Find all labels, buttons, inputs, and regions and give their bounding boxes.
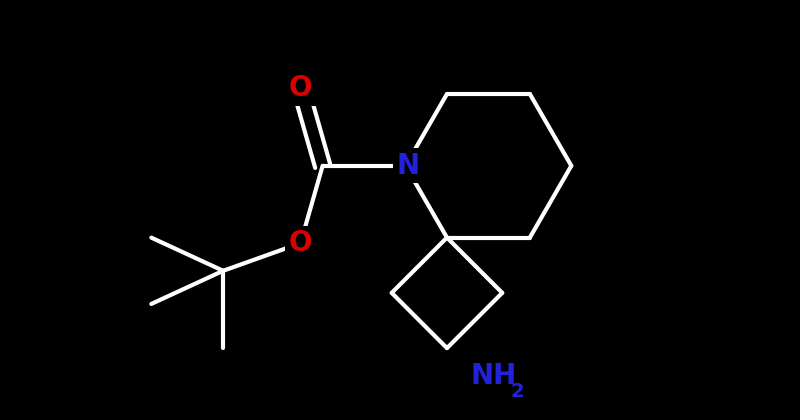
Text: O: O	[289, 74, 312, 102]
Text: 2: 2	[510, 382, 524, 401]
Text: O: O	[289, 229, 312, 257]
Text: N: N	[397, 152, 420, 180]
Text: NH: NH	[471, 362, 517, 390]
